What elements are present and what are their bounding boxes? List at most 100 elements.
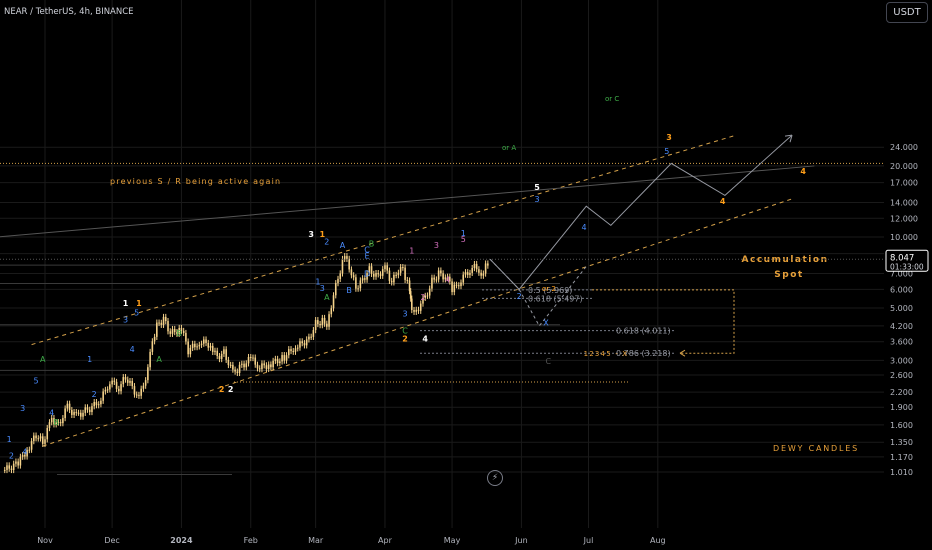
wave-label: 3 <box>535 195 540 204</box>
candle-body <box>241 363 243 365</box>
wave-label: X <box>543 318 549 327</box>
candle-body <box>182 330 185 333</box>
candle-body <box>178 327 180 334</box>
x-axis-tick-label: 2024 <box>170 536 193 545</box>
candle-body <box>198 344 201 347</box>
wave-label: A <box>156 355 162 364</box>
candle-body <box>202 339 205 344</box>
candle-body <box>55 422 57 425</box>
candle-body <box>283 355 286 361</box>
candle-body <box>415 309 418 312</box>
candle-body <box>451 281 453 293</box>
wave-count-label: 12345 - X <box>584 350 629 358</box>
x-axis-tick-label: Apr <box>378 536 393 545</box>
x-axis-tick-label: Jun <box>514 536 528 545</box>
y-axis-tick-label: 2.600 <box>890 371 913 380</box>
wave-label: 4 <box>581 223 586 232</box>
candle-body <box>395 274 397 276</box>
wave-label: 3 <box>434 241 439 250</box>
candle-body <box>129 381 131 383</box>
candle-body <box>285 355 288 361</box>
candle-body <box>3 469 6 471</box>
y-axis-tick-label: 3.600 <box>890 338 913 347</box>
candle-body <box>337 278 339 284</box>
countdown-timer: 01:33:00 <box>890 262 924 271</box>
currency-selector-button[interactable]: USDT <box>886 2 928 23</box>
candle-body <box>370 266 373 274</box>
candle-body <box>375 273 377 277</box>
wave-label: 2 <box>9 452 14 461</box>
wave-label: 3 <box>320 284 325 293</box>
candle-body <box>462 274 465 283</box>
candle-body <box>446 276 449 278</box>
channel-lower-line <box>42 198 793 447</box>
candle-body <box>180 327 183 331</box>
candle-body <box>164 316 167 322</box>
candle-body <box>272 360 274 368</box>
wave-label: 5 <box>34 376 39 385</box>
candle-body <box>323 317 326 324</box>
candle-body <box>216 350 219 357</box>
candle-body <box>346 256 348 259</box>
y-axis-tick-label: 1.900 <box>890 403 913 412</box>
candle-body <box>303 343 306 346</box>
candle-body <box>310 336 312 338</box>
watermark-text: DEWY CANDLES <box>773 444 859 453</box>
candle-body <box>478 269 480 273</box>
candle-body <box>471 268 473 273</box>
candle-body <box>480 272 482 276</box>
trend-line-grey <box>0 165 815 238</box>
candle-body <box>422 297 424 304</box>
wave-label: C <box>402 326 408 335</box>
candle-body <box>379 274 382 276</box>
candle-body <box>6 465 8 470</box>
wave-label: A <box>340 241 346 250</box>
lightning-icon[interactable]: ⚡ <box>487 470 503 486</box>
candle-body <box>341 258 344 274</box>
candle-body <box>317 320 319 325</box>
candle-body <box>19 456 22 466</box>
candle-body <box>33 435 35 442</box>
candle-body <box>91 406 93 413</box>
candle-body <box>147 367 149 381</box>
fib-level-label: 0.786 (3.218) <box>616 349 671 358</box>
candle-body <box>187 341 189 355</box>
candle-body <box>232 364 234 370</box>
bracket-arrow <box>679 349 686 357</box>
candle-body <box>399 267 402 273</box>
candle-body <box>131 381 134 387</box>
candle-body <box>299 341 301 348</box>
candle-body <box>473 263 476 269</box>
candle-body <box>326 323 328 327</box>
candle-body <box>332 295 335 309</box>
candle-body <box>350 269 353 276</box>
wave-label: 2 <box>228 385 234 394</box>
wave-label: 2 <box>420 293 425 302</box>
candle-body <box>386 265 388 271</box>
candle-body <box>413 309 415 312</box>
channel-upper-line <box>31 134 737 346</box>
candle-body <box>464 272 467 275</box>
candle-body <box>104 389 107 392</box>
candle-body <box>265 365 268 369</box>
candle-body <box>321 317 324 326</box>
candle-body <box>308 336 310 340</box>
candle-body <box>189 347 192 355</box>
wave-label: C <box>364 245 370 254</box>
candle-body <box>366 273 368 280</box>
candle-body <box>294 348 297 352</box>
candle-body <box>404 267 406 280</box>
wave-label: 4 <box>720 197 726 206</box>
wave-label: B <box>53 418 59 427</box>
y-axis-tick-label: 20.000 <box>890 162 918 171</box>
candle-body <box>176 332 178 334</box>
fib-level-label: 0.5 (5.969) <box>528 286 572 295</box>
accumulation-label: Accumulation <box>742 255 829 265</box>
wave-label: 4 <box>130 345 135 354</box>
candle-body <box>41 436 44 444</box>
wave-label: 5 <box>534 183 540 192</box>
candle-body <box>357 288 359 290</box>
candle-body <box>406 279 409 281</box>
candle-body <box>245 363 248 368</box>
